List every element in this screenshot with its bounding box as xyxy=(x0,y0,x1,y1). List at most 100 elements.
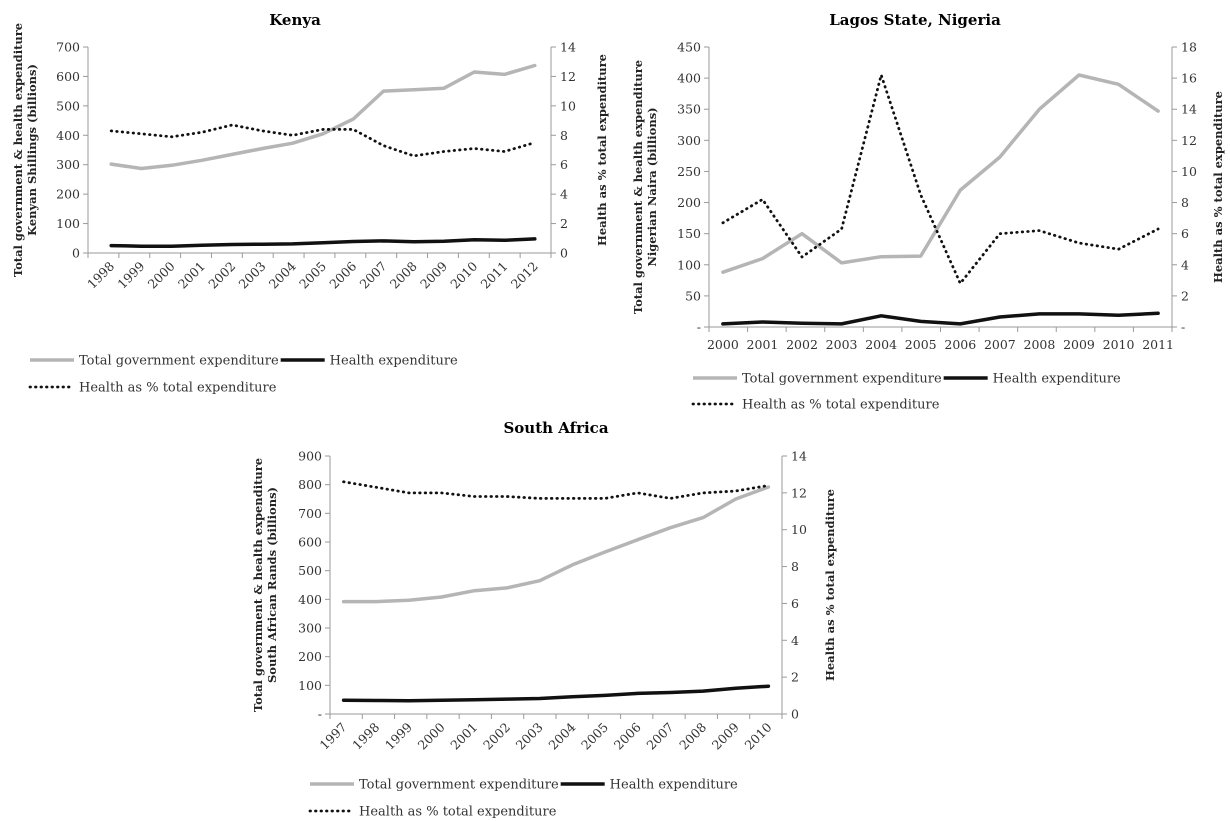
x-tick-label: 2001 xyxy=(747,337,779,352)
x-tick-label: 2007 xyxy=(643,719,676,752)
legend-label-health: Health expenditure xyxy=(330,354,458,369)
y-tick-label: 500 xyxy=(298,563,322,578)
y-tick-label: 800 xyxy=(298,477,322,492)
legend: Total government expenditure Health expen… xyxy=(308,778,738,820)
legend-label-health: Health expenditure xyxy=(993,372,1121,387)
x-tick-label: 2001 xyxy=(175,259,208,292)
legend-label-total: Total government expenditure xyxy=(359,778,559,793)
x-tick-label: 2000 xyxy=(707,337,739,352)
y-tick-label: 100 xyxy=(677,257,701,272)
y-tick-label: 150 xyxy=(677,226,701,241)
y-axis-unit-label: South African Rands (billions) xyxy=(265,487,279,683)
chart-0: Kenya 0 100 200 300 400 500 600 700 0 2 4 6 8 10 12 14 19… xyxy=(11,11,609,396)
x-tick-label: 2010 xyxy=(741,719,774,752)
series-line-pct xyxy=(721,73,1160,285)
y-tick-label: 400 xyxy=(56,128,80,143)
legend-label-pct: Health as % total expenditure xyxy=(742,398,940,413)
y2-tick-label: 10 xyxy=(1181,164,1197,179)
y2-axis-label: Health as % total expenditure xyxy=(823,489,837,681)
y2-tick-label: 10 xyxy=(560,98,576,113)
y-tick-label: 400 xyxy=(298,592,322,607)
x-tick-label: 2002 xyxy=(480,720,513,753)
x-tick-label: 2002 xyxy=(786,337,818,352)
x-tick-label: 2005 xyxy=(905,337,937,352)
x-tick-label: 2003 xyxy=(826,337,858,352)
y2-tick-label: - xyxy=(1181,320,1185,335)
y-tick-label: 400 xyxy=(677,71,701,86)
series-line-total xyxy=(109,63,537,171)
y-tick-label: 450 xyxy=(677,40,701,55)
y2-tick-label: 18 xyxy=(1181,40,1197,55)
y2-tick-label: 12 xyxy=(791,485,807,500)
y-tick-label: 0 xyxy=(72,246,80,261)
x-tick-label: 2007 xyxy=(984,337,1016,352)
y-tick-label: 500 xyxy=(56,98,80,113)
y2-tick-label: 8 xyxy=(791,559,799,574)
y-tick-label: 600 xyxy=(298,535,322,550)
y2-tick-label: 8 xyxy=(1181,195,1189,210)
series-line-health xyxy=(341,684,771,703)
legend: Total government expenditure Health expen… xyxy=(28,354,458,396)
y2-tick-label: 6 xyxy=(791,596,799,611)
x-tick-label: 1999 xyxy=(114,258,147,291)
x-tick-label: 2009 xyxy=(709,719,742,752)
x-tick-label: 2006 xyxy=(611,719,644,752)
y2-tick-label: 0 xyxy=(560,246,568,261)
x-tick-label: 2010 xyxy=(1103,337,1135,352)
y-axis-unit-label: Nigerian Naira (billions) xyxy=(645,107,659,266)
y-tick-label: 350 xyxy=(677,102,701,117)
y2-tick-label: 14 xyxy=(1181,102,1197,117)
series-line-health xyxy=(721,311,1160,326)
x-tick-label: 2010 xyxy=(447,258,480,291)
x-tick-label: 2006 xyxy=(944,337,976,352)
y-tick-label: 200 xyxy=(298,649,322,664)
x-tick-label: 2004 xyxy=(865,337,897,352)
y2-tick-label: 10 xyxy=(791,522,807,537)
y2-tick-label: 14 xyxy=(560,40,576,55)
chart-1: Lagos State, Nigeria - 50 100 150 200 250 300 35… xyxy=(631,11,1225,413)
y2-tick-label: 14 xyxy=(791,449,807,464)
series-line-total xyxy=(721,73,1160,274)
y2-tick-label: 12 xyxy=(560,69,576,84)
y-tick-label: 200 xyxy=(56,187,80,202)
y2-tick-label: 4 xyxy=(1181,257,1189,272)
y-tick-label: 300 xyxy=(677,133,701,148)
x-tick-label: 2007 xyxy=(357,258,390,291)
x-tick-label: 2008 xyxy=(387,258,420,291)
x-tick-label: 2004 xyxy=(266,258,299,291)
x-tick-label: 2003 xyxy=(513,719,546,752)
x-tick-label: 2002 xyxy=(205,259,238,292)
x-tick-label: 2004 xyxy=(545,719,578,752)
y-tick-label: 700 xyxy=(298,506,322,521)
y-tick-label: - xyxy=(697,320,701,335)
y-axis-label: Total government & health expenditure xyxy=(251,458,265,712)
y2-axis-label: Health as % total expenditure xyxy=(1211,91,1225,283)
series-line-total xyxy=(341,485,771,604)
x-tick-label: 2008 xyxy=(676,719,709,752)
x-tick-label: 1998 xyxy=(349,719,382,752)
y-tick-label: 100 xyxy=(56,216,80,231)
x-tick-label: 2011 xyxy=(1142,337,1174,352)
y-tick-label: 100 xyxy=(298,678,322,693)
y-tick-label: - xyxy=(318,707,322,722)
legend-label-total: Total government expenditure xyxy=(79,354,279,369)
y-tick-label: 700 xyxy=(56,40,80,55)
y-tick-label: 250 xyxy=(677,164,701,179)
y2-tick-label: 2 xyxy=(560,216,568,231)
y2-tick-label: 8 xyxy=(560,128,568,143)
y2-tick-label: 0 xyxy=(791,707,799,722)
series-line-pct xyxy=(109,123,537,158)
x-tick-label: 2000 xyxy=(415,719,448,752)
y2-tick-label: 6 xyxy=(1181,226,1189,241)
y2-axis-label: Health as % total expenditure xyxy=(595,54,609,246)
y2-tick-label: 16 xyxy=(1181,71,1197,86)
legend-label-health: Health expenditure xyxy=(610,778,738,793)
legend-label-pct: Health as % total expenditure xyxy=(79,381,277,396)
y-tick-label: 300 xyxy=(56,157,80,172)
y-tick-label: 600 xyxy=(56,69,80,84)
y2-tick-label: 6 xyxy=(560,157,568,172)
y-axis-unit-label: Kenyan Shillings (billions) xyxy=(25,64,39,236)
y2-tick-label: 12 xyxy=(1181,133,1197,148)
x-tick-label: 2009 xyxy=(417,258,450,291)
